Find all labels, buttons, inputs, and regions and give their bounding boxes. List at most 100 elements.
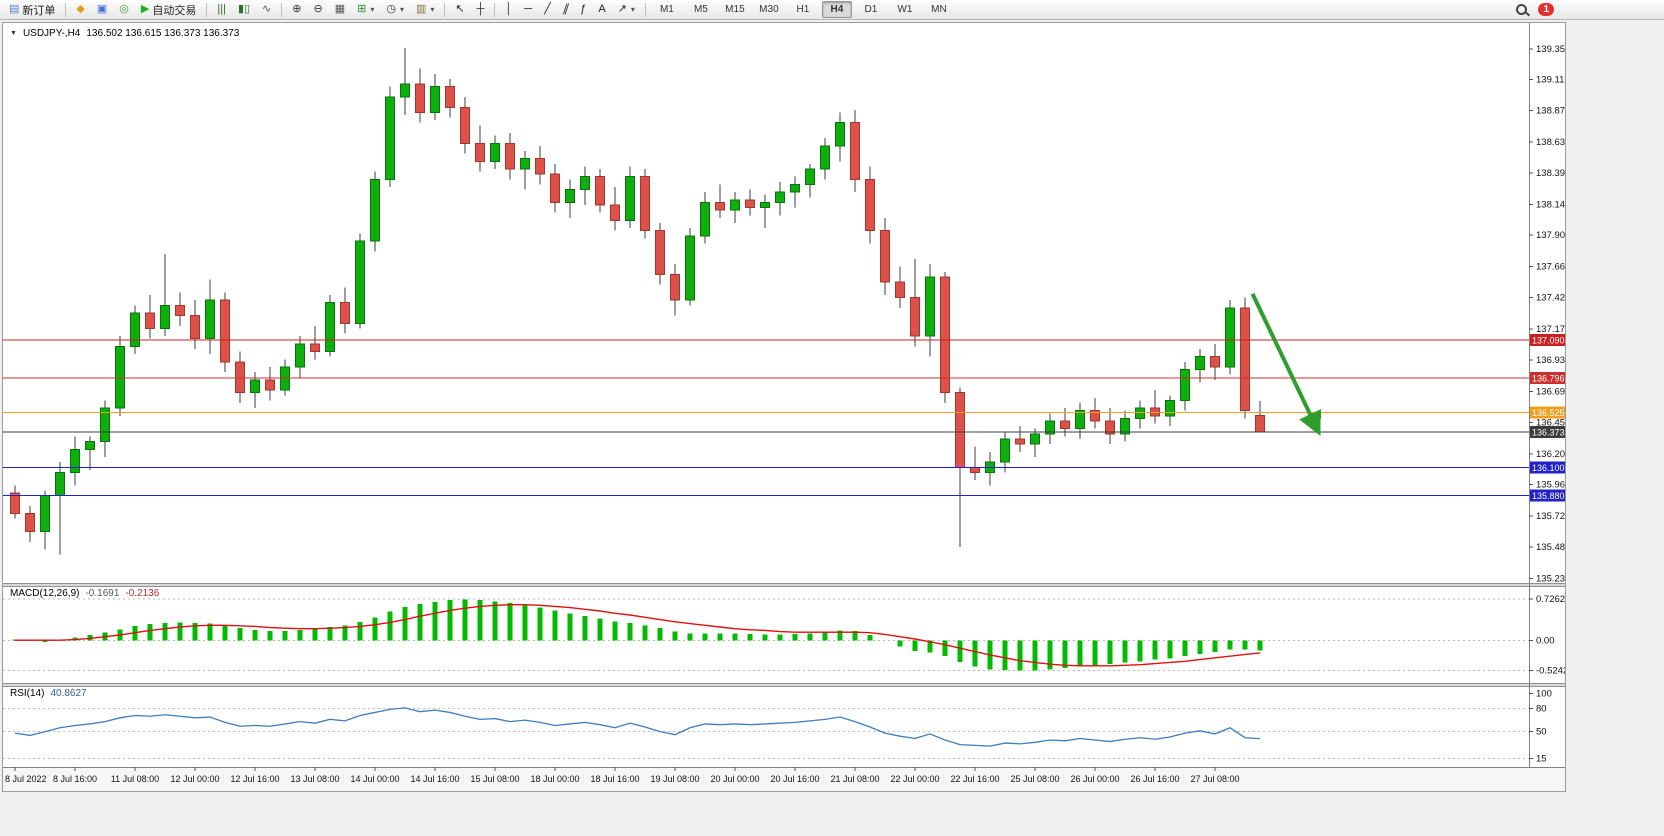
notification-badge[interactable]: 1 xyxy=(1538,3,1554,16)
timeframe-button-h1[interactable]: H1 xyxy=(796,4,810,15)
candlestick-chart-button[interactable]: ▮▯ xyxy=(233,0,255,19)
price-level-tag xyxy=(1530,334,1565,346)
candle xyxy=(910,259,920,347)
candle xyxy=(685,228,695,306)
candle xyxy=(880,217,890,295)
time-axis-label: 12 Jul 16:00 xyxy=(230,774,279,784)
candle xyxy=(1135,400,1145,429)
candle xyxy=(595,169,605,213)
autotrading-button[interactable]: ▶ 自动交易 xyxy=(136,0,201,19)
time-axis-label: 15 Jul 08:00 xyxy=(470,774,519,784)
candle xyxy=(775,181,785,216)
candle xyxy=(610,187,620,231)
candle xyxy=(640,169,650,239)
candle xyxy=(625,166,635,229)
trend-arrow-annotation[interactable] xyxy=(1250,292,1321,436)
toolbar-separator xyxy=(281,2,283,17)
timeframe-button-m15[interactable]: M15 xyxy=(725,4,745,15)
horizontal-line-button[interactable]: ─ xyxy=(519,0,537,19)
candle xyxy=(1120,410,1130,442)
price-axis-label: 137.905 xyxy=(1536,230,1566,241)
crosshair-button[interactable]: ┼ xyxy=(472,0,490,19)
crosshair-icon: ┼ xyxy=(476,3,485,15)
candle xyxy=(205,279,215,355)
time-axis-label: 14 Jul 00:00 xyxy=(350,774,399,784)
autotrading-button-label: 自动交易 xyxy=(152,4,197,17)
candle xyxy=(1225,300,1235,375)
bars-chart-button[interactable]: ||| xyxy=(212,0,231,19)
timeframe-button-m1[interactable]: M1 xyxy=(659,4,674,15)
rsi-axis-label: 50 xyxy=(1536,727,1547,738)
macd-axis-label: -0.5242 xyxy=(1536,666,1566,677)
candle xyxy=(1015,426,1025,452)
timeframe-button-d1[interactable]: D1 xyxy=(864,4,878,15)
text-button[interactable]: A xyxy=(593,0,610,19)
candle xyxy=(925,264,935,357)
templates-button[interactable]: ▥ ▾ xyxy=(411,0,439,19)
price-axis-label: 138.875 xyxy=(1536,106,1566,117)
candle xyxy=(1195,349,1205,383)
time-axis-label: 11 Jul 08:00 xyxy=(111,774,159,784)
data-window-button[interactable]: ▣ xyxy=(92,0,112,19)
tile-windows-button[interactable]: ▦ xyxy=(330,0,350,19)
line-chart-button[interactable]: ∿ xyxy=(257,0,276,19)
line-chart-icon: ∿ xyxy=(262,3,272,15)
trendline-button[interactable]: ╱ xyxy=(539,0,556,19)
arrows-button[interactable]: ↗ ▾ xyxy=(613,0,640,19)
candle xyxy=(520,151,530,190)
price-axis-label: 135.235 xyxy=(1536,574,1566,585)
chart-canvas[interactable]: 137.090 136.796 136.525 136.373 136.100 135.8… xyxy=(2,22,1566,792)
new-order-button[interactable]: ▤ 新订单 xyxy=(4,0,60,19)
candle xyxy=(580,166,590,205)
vertical-line-button[interactable]: │ xyxy=(500,0,517,19)
search-button[interactable] xyxy=(1511,0,1532,19)
time-axis-label: 21 Jul 08:00 xyxy=(830,774,879,784)
zoom-out-button[interactable]: ⊖ xyxy=(308,0,327,19)
timeframe-button-m5[interactable]: M5 xyxy=(693,4,708,15)
price-axis-label: 138.630 xyxy=(1536,137,1566,148)
time-axis-label: 8 Jul 2022 xyxy=(5,774,47,784)
candle xyxy=(445,79,455,118)
rsi-axis-label: 100 xyxy=(1536,688,1552,699)
cursor-icon: ↖ xyxy=(455,3,465,15)
candle xyxy=(295,336,305,378)
candle xyxy=(325,295,335,357)
templates-icon: ▥ xyxy=(415,3,427,15)
price-tag-label: 136.100 xyxy=(1532,463,1565,473)
price-axis-label: 138.145 xyxy=(1536,199,1566,210)
candle xyxy=(490,135,500,169)
timeframe-button-h4[interactable]: H4 xyxy=(821,1,852,18)
timeframe-button-w1[interactable]: W1 xyxy=(897,4,913,15)
price-axis-label: 137.660 xyxy=(1536,262,1566,273)
timeframe-button-m30[interactable]: M30 xyxy=(759,4,779,15)
navigator-button[interactable]: ◎ xyxy=(114,0,134,19)
data-window-icon: ▣ xyxy=(96,3,108,15)
candle xyxy=(1000,431,1010,473)
periods-button[interactable]: ◷ ▾ xyxy=(381,0,409,19)
price-level-tag xyxy=(1530,371,1565,384)
candle xyxy=(460,97,470,154)
candle xyxy=(1105,408,1115,445)
fibonacci-button[interactable]: ƒ xyxy=(575,0,591,19)
candle xyxy=(535,145,545,185)
channel-button[interactable]: ∥ xyxy=(558,0,574,19)
price-axis-label: 135.480 xyxy=(1536,542,1566,553)
toolbar-separator xyxy=(444,2,446,17)
time-axis-label: 19 Jul 08:00 xyxy=(650,774,699,784)
text-icon: A xyxy=(598,3,606,15)
candle xyxy=(1090,397,1100,429)
candle xyxy=(1075,403,1085,439)
timeframe-button-mn[interactable]: MN xyxy=(931,4,947,15)
chart-window: 137.090 136.796 136.525 136.373 136.100 135.8… xyxy=(0,20,1664,836)
candle xyxy=(265,367,275,401)
zoom-in-button[interactable]: ⊕ xyxy=(287,0,306,19)
price-tag-label: 136.373 xyxy=(1532,428,1565,438)
candle xyxy=(385,86,395,187)
market-watch-button[interactable]: ◆ xyxy=(71,0,89,19)
price-level-tag xyxy=(1530,406,1565,419)
indicators-button[interactable]: ⊞ ▾ xyxy=(352,0,379,19)
cursor-button[interactable]: ↖ xyxy=(450,0,469,19)
candle xyxy=(505,133,515,180)
market-watch-icon: ◆ xyxy=(76,3,85,15)
price-axis-label: 137.175 xyxy=(1536,324,1566,335)
